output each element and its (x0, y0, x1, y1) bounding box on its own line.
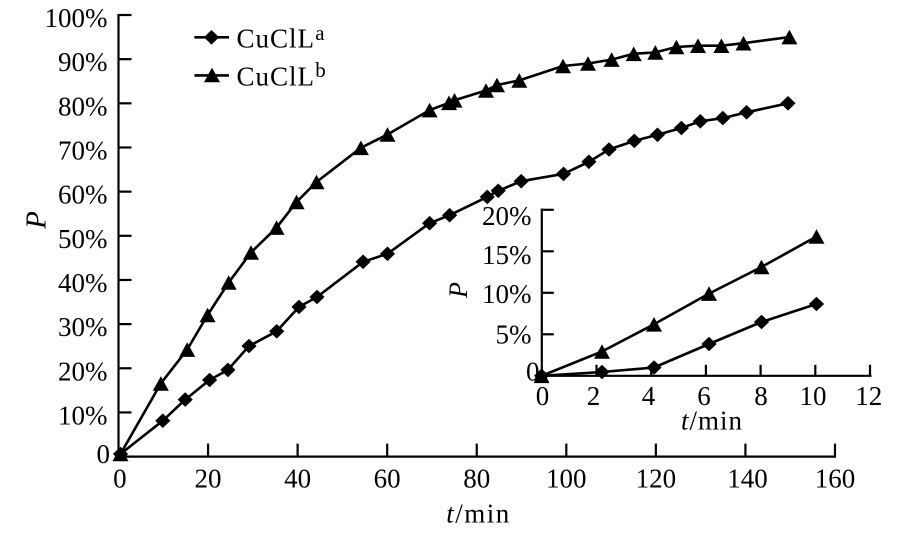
svg-text:20%: 20% (58, 356, 108, 386)
svg-text:80: 80 (463, 464, 490, 494)
svg-text:10: 10 (800, 381, 827, 411)
svg-text:40: 40 (284, 464, 311, 494)
svg-text:15%: 15% (482, 240, 532, 270)
svg-text:80%: 80% (58, 91, 108, 121)
svg-text:140: 140 (727, 464, 768, 494)
svg-text:100: 100 (546, 464, 587, 494)
svg-text:b: b (315, 58, 326, 82)
svg-text:4: 4 (642, 381, 656, 411)
svg-text:0: 0 (536, 381, 550, 411)
svg-text:6: 6 (697, 381, 711, 411)
svg-text:8: 8 (754, 381, 768, 411)
svg-text:10%: 10% (58, 400, 108, 430)
svg-text:12: 12 (855, 381, 882, 411)
svg-text:20%: 20% (482, 201, 532, 231)
svg-text:CuClL: CuClL (237, 62, 316, 92)
svg-text:30%: 30% (58, 312, 108, 342)
svg-text:90%: 90% (58, 47, 108, 77)
svg-text:70%: 70% (58, 135, 108, 165)
svg-text:a: a (315, 21, 325, 45)
svg-text:60%: 60% (58, 180, 108, 210)
svg-text:5%: 5% (496, 320, 532, 350)
svg-text:50%: 50% (58, 224, 108, 254)
svg-text:60: 60 (374, 464, 401, 494)
svg-text:0: 0 (113, 464, 127, 494)
svg-text:160: 160 (815, 464, 856, 494)
svg-text:100%: 100% (45, 3, 108, 33)
svg-text:CuClL: CuClL (237, 24, 316, 54)
svg-text:40%: 40% (58, 268, 108, 298)
svg-text:120: 120 (636, 464, 677, 494)
svg-text:2: 2 (587, 381, 601, 411)
svg-text:20: 20 (195, 464, 222, 494)
svg-text:t/min: t/min (681, 406, 743, 436)
svg-text:t/min: t/min (446, 499, 511, 529)
svg-text:P: P (21, 211, 53, 230)
svg-text:P: P (444, 282, 473, 299)
svg-text:0: 0 (97, 439, 111, 469)
svg-text:10%: 10% (482, 279, 532, 309)
